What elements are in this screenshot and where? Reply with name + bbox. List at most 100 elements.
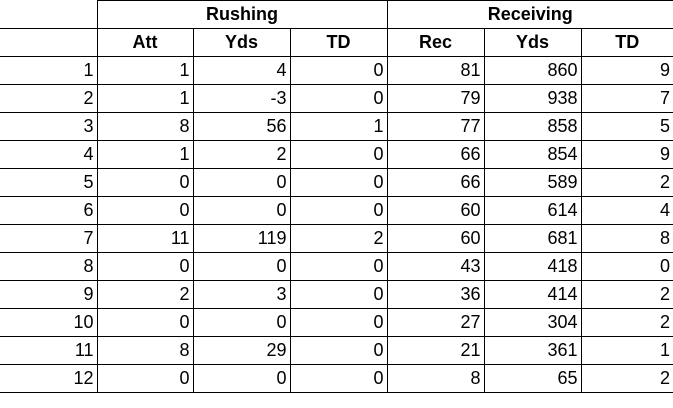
rec-td-cell[interactable]: 9 <box>580 140 673 169</box>
rush-att-cell[interactable]: 0 <box>96 308 194 337</box>
row-number-cell[interactable]: 8 <box>0 252 98 281</box>
rec-cell[interactable]: 21 <box>386 336 485 365</box>
column-header-rush-yds[interactable]: Yds <box>192 28 291 57</box>
rush-att-cell[interactable]: 1 <box>96 84 194 113</box>
rush-att-cell[interactable]: 8 <box>96 112 194 141</box>
rec-td-cell[interactable]: 0 <box>580 252 673 281</box>
group-header-rushing[interactable]: Rushing <box>96 0 388 29</box>
rush-att-cell[interactable]: 0 <box>96 168 194 197</box>
rush-yds-cell[interactable]: 56 <box>192 112 291 141</box>
row-number-cell[interactable]: 11 <box>0 336 98 365</box>
rec-td-cell[interactable]: 2 <box>580 364 673 393</box>
rec-cell[interactable]: 77 <box>386 112 485 141</box>
rec-td-cell[interactable]: 5 <box>580 112 673 141</box>
corner-cell[interactable] <box>0 28 98 57</box>
rush-yds-cell[interactable]: 119 <box>192 224 291 253</box>
rec-yds-cell[interactable]: 614 <box>483 196 582 225</box>
rush-att-cell[interactable]: 2 <box>96 280 194 309</box>
row-number-cell[interactable]: 4 <box>0 140 98 169</box>
column-header-row: Att Yds TD Rec Yds TD <box>0 28 673 57</box>
rush-yds-cell[interactable]: 0 <box>192 252 291 281</box>
rec-td-cell[interactable]: 2 <box>580 280 673 309</box>
rush-td-cell[interactable]: 1 <box>289 112 388 141</box>
column-header-rec-yds[interactable]: Yds <box>483 28 582 57</box>
rec-yds-cell[interactable]: 418 <box>483 252 582 281</box>
rush-td-cell[interactable]: 0 <box>289 168 388 197</box>
rush-yds-cell[interactable]: 0 <box>192 364 291 393</box>
row-number-cell[interactable]: 6 <box>0 196 98 225</box>
rush-att-cell[interactable]: 8 <box>96 336 194 365</box>
table-row: 4 1 2 0 66 854 9 <box>0 140 673 169</box>
rush-att-cell[interactable]: 1 <box>96 140 194 169</box>
table-row: 6 0 0 0 60 614 4 <box>0 196 673 225</box>
rush-att-cell[interactable]: 0 <box>96 196 194 225</box>
rush-att-cell[interactable]: 0 <box>96 252 194 281</box>
rush-yds-cell[interactable]: -3 <box>192 84 291 113</box>
rec-yds-cell[interactable]: 414 <box>483 280 582 309</box>
rec-td-cell[interactable]: 2 <box>580 308 673 337</box>
rush-td-cell[interactable]: 0 <box>289 336 388 365</box>
rush-yds-cell[interactable]: 0 <box>192 308 291 337</box>
rec-td-cell[interactable]: 2 <box>580 168 673 197</box>
rush-td-cell[interactable]: 0 <box>289 308 388 337</box>
rec-yds-cell[interactable]: 589 <box>483 168 582 197</box>
row-number-cell[interactable]: 7 <box>0 224 98 253</box>
group-header-receiving[interactable]: Receiving <box>386 0 673 29</box>
rush-td-cell[interactable]: 0 <box>289 84 388 113</box>
rush-td-cell[interactable]: 2 <box>289 224 388 253</box>
rec-td-cell[interactable]: 9 <box>580 56 673 85</box>
table-row: 7 11 119 2 60 681 8 <box>0 224 673 253</box>
rush-td-cell[interactable]: 0 <box>289 280 388 309</box>
rec-yds-cell[interactable]: 860 <box>483 56 582 85</box>
row-number-cell[interactable]: 5 <box>0 168 98 197</box>
rec-cell[interactable]: 66 <box>386 168 485 197</box>
rush-yds-cell[interactable]: 4 <box>192 56 291 85</box>
rush-td-cell[interactable]: 0 <box>289 56 388 85</box>
rec-yds-cell[interactable]: 858 <box>483 112 582 141</box>
rush-yds-cell[interactable]: 0 <box>192 196 291 225</box>
rec-td-cell[interactable]: 7 <box>580 84 673 113</box>
row-number-cell[interactable]: 10 <box>0 308 98 337</box>
rush-att-cell[interactable]: 1 <box>96 56 194 85</box>
rush-yds-cell[interactable]: 2 <box>192 140 291 169</box>
rec-cell[interactable]: 81 <box>386 56 485 85</box>
row-number-cell[interactable]: 2 <box>0 84 98 113</box>
rec-cell[interactable]: 60 <box>386 224 485 253</box>
rush-att-cell[interactable]: 11 <box>96 224 194 253</box>
rec-cell[interactable]: 43 <box>386 252 485 281</box>
rec-yds-cell[interactable]: 854 <box>483 140 582 169</box>
rush-yds-cell[interactable]: 29 <box>192 336 291 365</box>
rec-yds-cell[interactable]: 361 <box>483 336 582 365</box>
rush-td-cell[interactable]: 0 <box>289 140 388 169</box>
rec-cell[interactable]: 8 <box>386 364 485 393</box>
row-number-cell[interactable]: 1 <box>0 56 98 85</box>
column-header-rush-att[interactable]: Att <box>96 28 194 57</box>
rec-cell[interactable]: 36 <box>386 280 485 309</box>
column-header-rec-td[interactable]: TD <box>580 28 673 57</box>
rec-td-cell[interactable]: 1 <box>580 336 673 365</box>
row-number-cell[interactable]: 3 <box>0 112 98 141</box>
table-body: Rushing Receiving Att Yds TD Rec Yds TD <box>0 0 673 57</box>
rec-yds-cell[interactable]: 304 <box>483 308 582 337</box>
rush-td-cell[interactable]: 0 <box>289 364 388 393</box>
rec-cell[interactable]: 66 <box>386 140 485 169</box>
column-header-rec[interactable]: Rec <box>386 28 485 57</box>
row-number-cell[interactable]: 9 <box>0 280 98 309</box>
rush-yds-cell[interactable]: 0 <box>192 168 291 197</box>
rec-cell[interactable]: 79 <box>386 84 485 113</box>
rec-cell[interactable]: 27 <box>386 308 485 337</box>
corner-cell[interactable] <box>0 0 98 29</box>
rush-td-cell[interactable]: 0 <box>289 252 388 281</box>
rush-att-cell[interactable]: 0 <box>96 364 194 393</box>
column-header-rush-td[interactable]: TD <box>289 28 388 57</box>
rush-yds-cell[interactable]: 3 <box>192 280 291 309</box>
rec-cell[interactable]: 60 <box>386 196 485 225</box>
rec-td-cell[interactable]: 8 <box>580 224 673 253</box>
rush-td-cell[interactable]: 0 <box>289 196 388 225</box>
table-row: 11 8 29 0 21 361 1 <box>0 336 673 365</box>
rec-yds-cell[interactable]: 65 <box>483 364 582 393</box>
rec-td-cell[interactable]: 4 <box>580 196 673 225</box>
rec-yds-cell[interactable]: 938 <box>483 84 582 113</box>
rec-yds-cell[interactable]: 681 <box>483 224 582 253</box>
row-number-cell[interactable]: 12 <box>0 364 98 393</box>
